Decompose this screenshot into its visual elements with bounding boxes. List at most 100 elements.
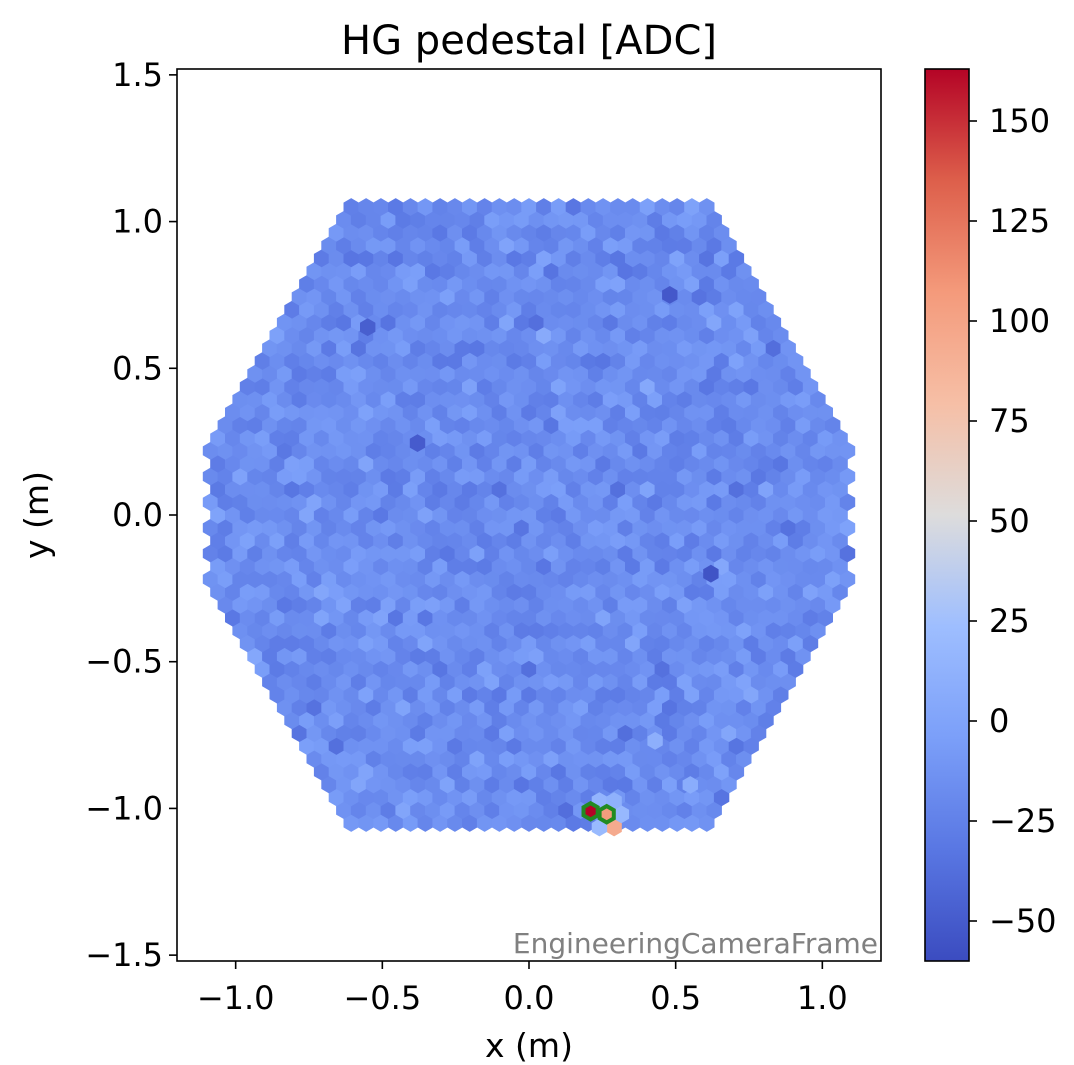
camera-pixel bbox=[825, 493, 841, 512]
camera-pixel bbox=[573, 313, 589, 332]
camera-pixel bbox=[565, 737, 582, 755]
camera-pixel bbox=[432, 377, 448, 396]
camera-pixel bbox=[425, 621, 441, 640]
camera-pixel bbox=[713, 275, 730, 293]
camera-pixel bbox=[506, 480, 522, 499]
camera-pixel bbox=[462, 377, 478, 396]
camera-pixel bbox=[225, 506, 241, 524]
camera-pixel bbox=[336, 364, 352, 383]
camera-pixel bbox=[417, 762, 433, 781]
camera-pixel bbox=[506, 506, 522, 524]
camera-pixel bbox=[306, 416, 322, 435]
camera-pixel bbox=[469, 493, 485, 512]
camera-pixel bbox=[580, 557, 596, 576]
camera-pixel bbox=[565, 711, 582, 730]
camera-pixel bbox=[232, 416, 248, 435]
camera-pixel bbox=[380, 288, 396, 306]
camera-pixel bbox=[306, 749, 322, 768]
camera-pixel bbox=[588, 621, 604, 640]
camera-pixel bbox=[573, 364, 589, 383]
camera-pixel bbox=[491, 249, 508, 268]
camera-pixel bbox=[595, 275, 611, 293]
camera-pixel bbox=[306, 288, 322, 306]
camera-pixel bbox=[232, 467, 248, 486]
camera-pixel bbox=[210, 480, 226, 499]
camera-pixel bbox=[299, 737, 315, 755]
camera-pixel bbox=[499, 518, 515, 537]
camera-pixel bbox=[750, 288, 767, 306]
camera-pixel bbox=[588, 467, 604, 486]
camera-pixel bbox=[432, 788, 448, 807]
camera-pixel bbox=[713, 583, 730, 601]
camera-pixel bbox=[321, 621, 337, 640]
camera-pixel bbox=[373, 352, 389, 370]
camera-pixel bbox=[410, 236, 426, 255]
camera-pixel bbox=[247, 467, 263, 486]
camera-pixel bbox=[313, 660, 330, 678]
camera-pixel bbox=[276, 364, 293, 383]
camera-pixel bbox=[691, 390, 708, 409]
camera-pixel bbox=[765, 518, 782, 537]
camera-pixel bbox=[247, 647, 263, 666]
camera-pixel bbox=[336, 441, 352, 460]
camera-pixel bbox=[210, 454, 226, 473]
camera-pixel bbox=[262, 493, 278, 512]
camera-pixel bbox=[632, 595, 648, 614]
camera-pixel bbox=[299, 506, 315, 524]
camera-pixel bbox=[350, 416, 367, 435]
camera-pixel bbox=[565, 788, 582, 807]
camera-pixel bbox=[425, 647, 441, 666]
camera-pixel bbox=[350, 544, 367, 563]
camera-pixel bbox=[736, 364, 752, 383]
camera-pixel bbox=[676, 544, 693, 563]
camera-pixel bbox=[395, 801, 411, 819]
camera-pixel bbox=[573, 621, 589, 640]
camera-pixel bbox=[736, 390, 752, 409]
camera-pixel bbox=[706, 724, 722, 742]
camera-pixel bbox=[462, 506, 478, 524]
camera-pixel bbox=[684, 685, 700, 704]
camera-pixel bbox=[365, 570, 382, 589]
camera-pixel bbox=[602, 262, 619, 281]
camera-pixel bbox=[669, 198, 685, 216]
camera-pixel bbox=[417, 531, 433, 550]
camera-pixel bbox=[721, 518, 737, 537]
camera-pixel bbox=[276, 544, 293, 563]
camera-pixel bbox=[350, 801, 367, 819]
camera-pixel bbox=[269, 403, 285, 422]
camera-pixel bbox=[550, 531, 567, 550]
camera-pixel bbox=[313, 249, 330, 268]
camera-pixel bbox=[617, 621, 633, 640]
camera-pixel bbox=[691, 236, 708, 255]
camera-pixel bbox=[765, 570, 782, 589]
notable-pixel bbox=[703, 564, 719, 583]
camera-pixel bbox=[254, 506, 271, 524]
camera-pixel bbox=[610, 737, 626, 755]
camera-pixel bbox=[632, 262, 648, 281]
camera-pixel bbox=[313, 403, 330, 422]
camera-pixel bbox=[750, 339, 767, 358]
camera-pixel bbox=[565, 557, 582, 576]
camera-pixel bbox=[536, 634, 552, 653]
camera-pixel bbox=[425, 236, 441, 255]
camera-pixel bbox=[462, 660, 478, 678]
camera-pixel bbox=[706, 236, 722, 255]
camera-pixel bbox=[343, 531, 359, 550]
camera-pixel bbox=[728, 711, 745, 730]
camera-pixel bbox=[343, 249, 359, 268]
camera-pixel bbox=[358, 429, 374, 447]
camera-pixel bbox=[691, 364, 708, 383]
camera-pixel bbox=[491, 608, 508, 627]
camera-pixel bbox=[573, 698, 589, 717]
camera-pixel bbox=[558, 262, 574, 281]
camera-pixel bbox=[513, 313, 530, 332]
camera-pixel bbox=[462, 223, 478, 242]
camera-pixel bbox=[321, 724, 337, 742]
camera-pixel bbox=[395, 313, 411, 332]
camera-pixel bbox=[602, 724, 619, 742]
camera-pixel bbox=[484, 441, 500, 460]
camera-pixel bbox=[358, 480, 374, 499]
camera-pixel bbox=[336, 672, 352, 691]
camera-pixel bbox=[550, 275, 567, 293]
camera-pixel bbox=[647, 775, 663, 794]
